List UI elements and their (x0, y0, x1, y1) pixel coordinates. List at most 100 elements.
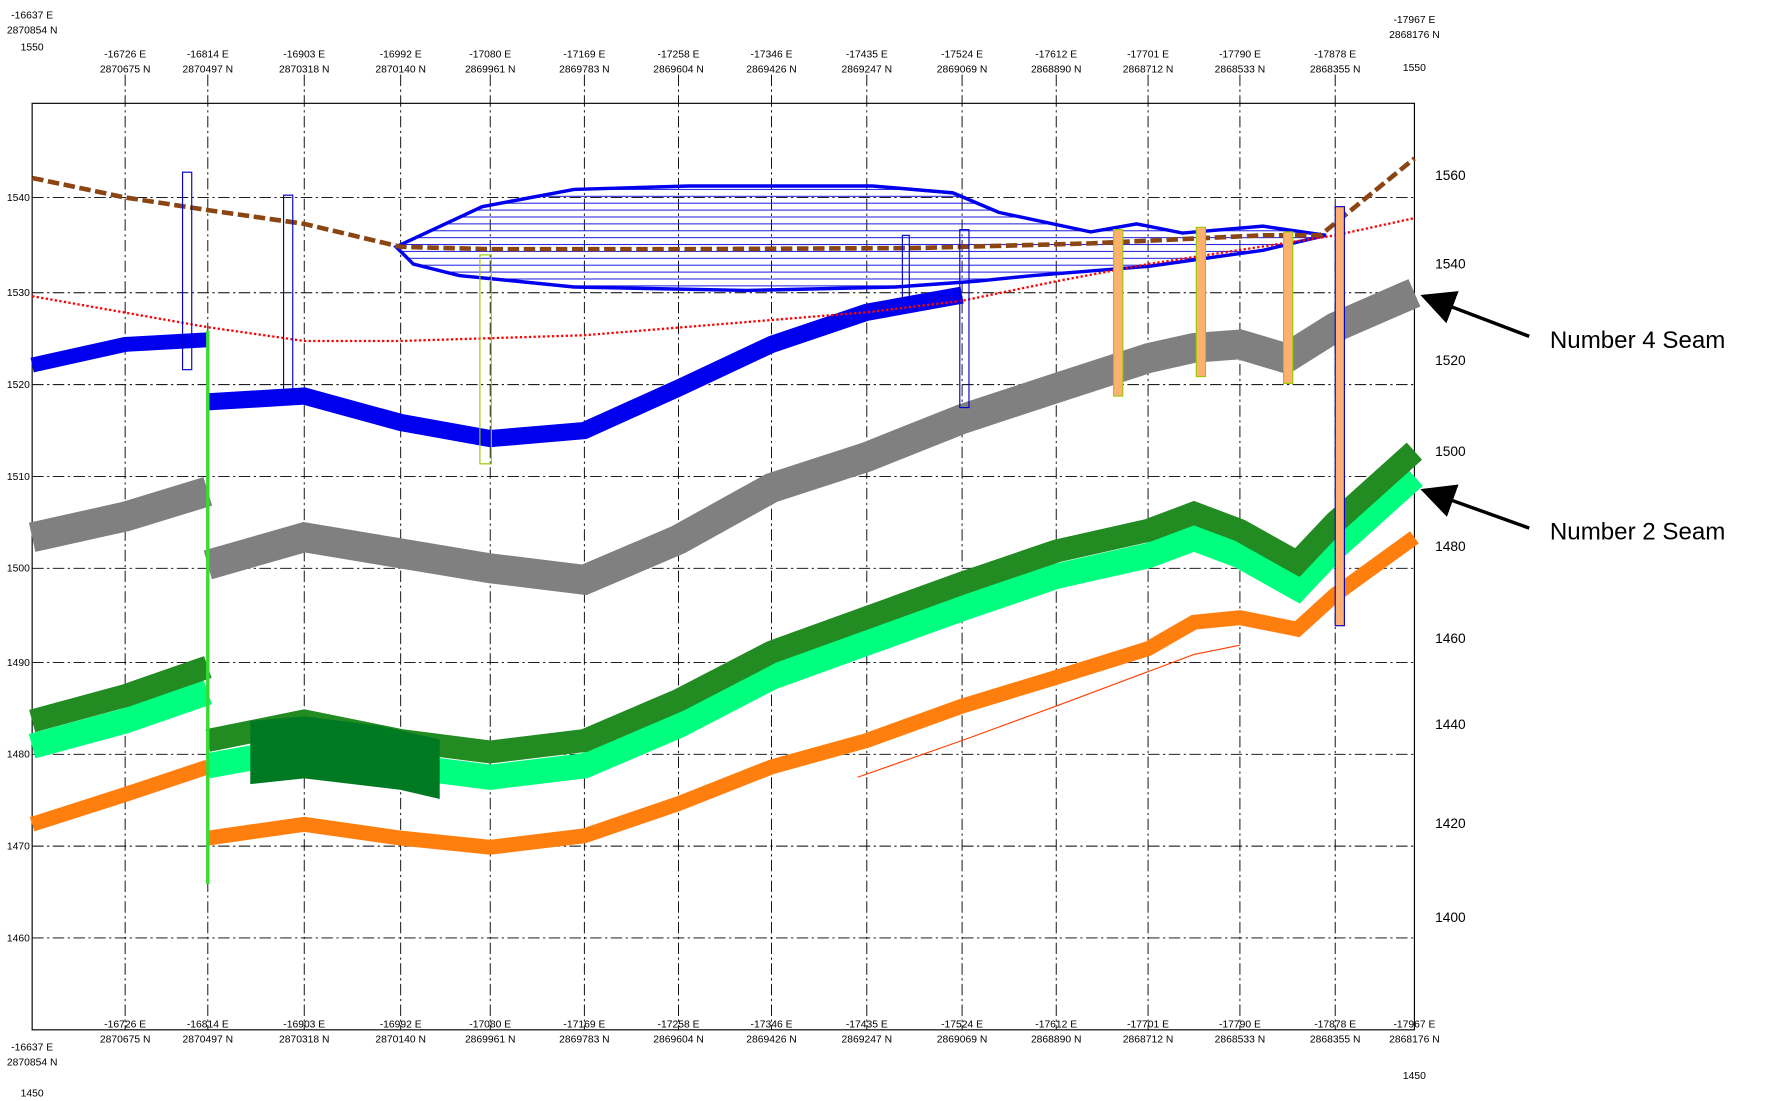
arrow (1424, 296, 1530, 336)
right-axis-label: 1540 (1435, 257, 1466, 272)
column-label: 2869604 N (653, 1034, 704, 1045)
column-label: -17524 E (941, 1020, 983, 1031)
right-axis-label: 1560 (1435, 168, 1466, 183)
column-label: 2869426 N (746, 64, 797, 75)
column-label: 2869247 N (842, 1034, 893, 1045)
dark-patch (250, 716, 439, 799)
corner-elevation: 1550 (1403, 63, 1426, 74)
right-axis-label: 1500 (1435, 444, 1466, 459)
column-label: 2870675 N (100, 1034, 151, 1045)
column-label: 2868355 N (1310, 64, 1361, 75)
column-label: -17790 E (1219, 49, 1261, 60)
column-label: 2870318 N (279, 1034, 330, 1045)
column-label: -17346 E (751, 49, 793, 60)
column-label: -17967 E (1393, 1020, 1435, 1031)
column-label: -17878 E (1314, 1020, 1356, 1031)
left-axis-label: 1490 (7, 658, 30, 669)
column-label: -17790 E (1219, 1020, 1261, 1031)
column-label: 2870140 N (375, 1034, 426, 1045)
annotation: Number 2 Seam (1550, 519, 1725, 546)
right-axis-label: 1480 (1435, 539, 1466, 554)
column-label: -17258 E (658, 49, 700, 60)
left-axis-label: 1520 (7, 380, 30, 391)
column-label: 2869069 N (937, 64, 988, 75)
column-label: 2868890 N (1031, 64, 1082, 75)
column-label: 2868176 N (1389, 30, 1440, 41)
column-label: 2868355 N (1310, 1034, 1361, 1045)
column-label: 2869247 N (842, 64, 893, 75)
blue-seam (32, 340, 208, 365)
blue-seam (208, 295, 962, 439)
column-label: 2868712 N (1123, 64, 1174, 75)
column-label: -16637 E (11, 1042, 53, 1053)
column-label: -17612 E (1035, 49, 1077, 60)
column-label: -17258 E (658, 1020, 700, 1031)
column-label: 2869426 N (746, 1034, 797, 1045)
gray-seam (32, 491, 208, 537)
column-label: -17435 E (846, 1020, 888, 1031)
annotation: Number 4 Seam (1550, 327, 1725, 354)
right-axis-label: 1460 (1435, 631, 1466, 646)
column-label: 2870854 N (7, 1057, 58, 1068)
orange-seam (208, 537, 1415, 847)
left-axis-label: 1540 (7, 193, 30, 204)
column-label: 2869783 N (559, 1034, 610, 1045)
corner-elevation: 1550 (21, 43, 44, 54)
dark-green-seam (208, 451, 1415, 752)
page: {"columns":[ {"easting":"-16637 E","nort… (0, 0, 1791, 1101)
column-label: 2870140 N (375, 64, 426, 75)
column-label: -17701 E (1127, 49, 1169, 60)
right-axis-label: 1520 (1435, 353, 1466, 368)
column-label: 2870497 N (183, 1034, 234, 1045)
column-label: -16814 E (187, 1020, 229, 1031)
column-label: -17878 E (1314, 49, 1356, 60)
column-label: 2868712 N (1123, 1034, 1174, 1045)
corner-elevation: 1450 (21, 1088, 44, 1099)
column-label: -16637 E (11, 10, 53, 21)
column-label: -16903 E (283, 1020, 325, 1031)
left-axis-label: 1460 (7, 933, 30, 944)
borehole (1114, 230, 1123, 396)
column-label: -17967 E (1393, 15, 1435, 26)
column-label: -17080 E (469, 49, 511, 60)
column-label: -16992 E (380, 49, 422, 60)
column-label: 2869961 N (465, 64, 516, 75)
borehole (1335, 207, 1344, 626)
column-label: 2870497 N (183, 64, 234, 75)
column-label: -16814 E (187, 49, 229, 60)
column-label: -16726 E (104, 49, 146, 60)
column-label: -17080 E (469, 1020, 511, 1031)
left-axis-label: 1530 (7, 288, 30, 299)
column-label: 2868533 N (1215, 1034, 1266, 1045)
orange-seam (32, 767, 208, 824)
column-label: 2868890 N (1031, 1034, 1082, 1045)
column-label: 2869961 N (465, 1034, 516, 1045)
cross-section: Number 4 Seam Number 2 Seam 1550 1550 14… (0, 0, 1791, 1101)
left-axis-label: 1500 (7, 564, 30, 575)
column-label: -17524 E (941, 49, 983, 60)
borehole (1196, 227, 1205, 376)
right-axis-label: 1440 (1435, 717, 1466, 732)
column-label: -17346 E (751, 1020, 793, 1031)
column-label: 2870854 N (7, 25, 58, 36)
column-label: 2870675 N (100, 64, 151, 75)
arrow (1424, 490, 1530, 528)
column-label: 2869783 N (559, 64, 610, 75)
column-label: 2870318 N (279, 64, 330, 75)
left-axis-label: 1480 (7, 750, 30, 761)
corner-elevation: 1450 (1403, 1071, 1426, 1082)
right-axis-label: 1400 (1435, 910, 1466, 925)
column-label: -17169 E (563, 1020, 605, 1031)
left-axis-label: 1470 (7, 842, 30, 853)
column-label: -16726 E (104, 1020, 146, 1031)
left-axis-label: 1510 (7, 472, 30, 483)
column-label: -17169 E (563, 49, 605, 60)
column-label: -17612 E (1035, 1020, 1077, 1031)
thin-seam (858, 645, 1240, 777)
column-label: 2868176 N (1389, 1034, 1440, 1045)
column-label: 2869069 N (937, 1034, 988, 1045)
borehole (1284, 232, 1293, 384)
column-label: -16992 E (380, 1020, 422, 1031)
right-axis-label: 1420 (1435, 816, 1466, 831)
column-label: -17701 E (1127, 1020, 1169, 1031)
